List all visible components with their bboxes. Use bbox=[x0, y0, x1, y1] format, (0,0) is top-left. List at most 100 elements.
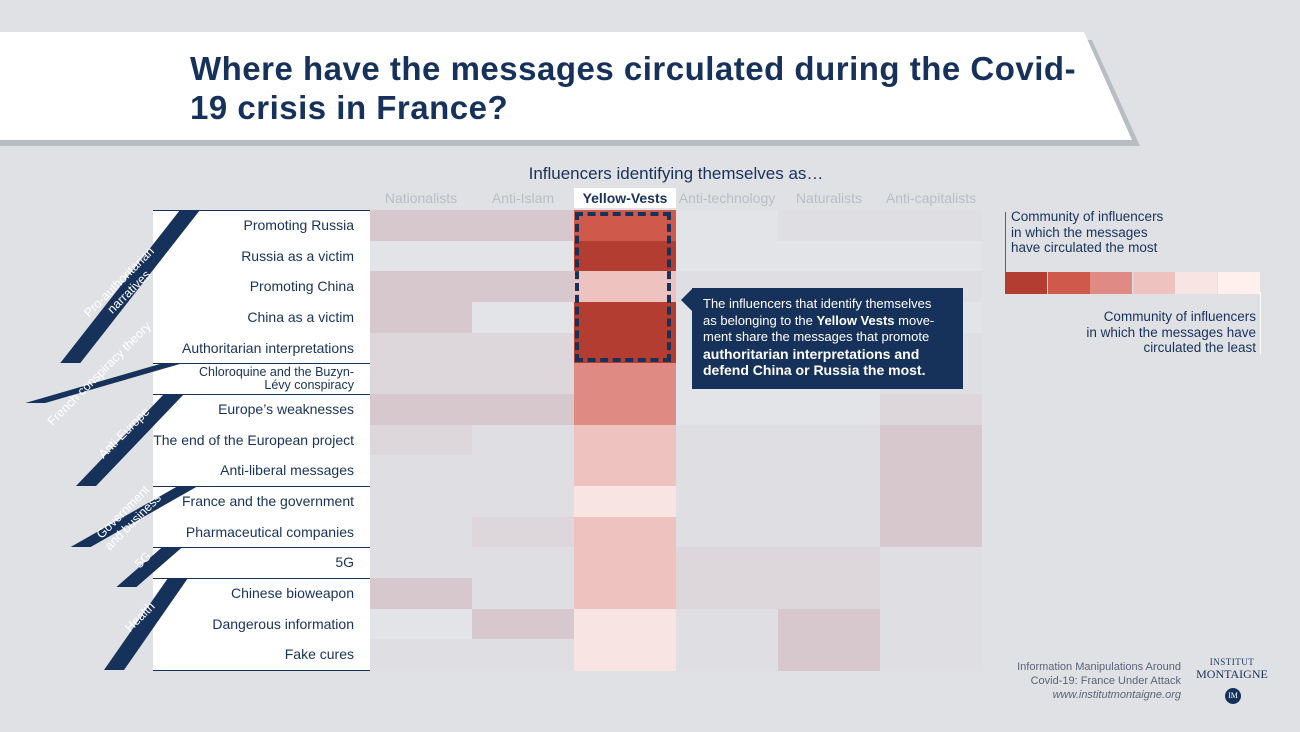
heatmap-cell bbox=[472, 240, 574, 272]
heatmap-cell bbox=[472, 332, 574, 364]
logo-line-2: MONTAIGNE bbox=[1196, 667, 1268, 681]
row-label: China as a victim bbox=[247, 309, 354, 325]
row-label: Russia as a victim bbox=[241, 247, 354, 264]
heatmap-cell bbox=[778, 455, 880, 487]
row-label: Chinese bioweapon bbox=[231, 585, 354, 602]
legend-high-line: in which the messages bbox=[1011, 224, 1148, 240]
heatmap-cell bbox=[880, 547, 982, 579]
heatmap-cell bbox=[574, 486, 676, 518]
callout-box: The influencers that identify themselves… bbox=[692, 288, 963, 389]
heatmap-cell bbox=[778, 424, 880, 456]
heatmap-cell bbox=[472, 302, 574, 334]
group-separator bbox=[153, 670, 370, 672]
row-label: Authoritarian interpretations bbox=[182, 339, 354, 356]
row-label: 5G bbox=[335, 554, 354, 571]
callout-line: defend China or Russia the most. bbox=[703, 362, 953, 379]
heatmap-cell bbox=[676, 516, 778, 548]
heatmap-cell bbox=[370, 332, 472, 364]
legend-high-label: Community of influencers in which the mes… bbox=[1011, 209, 1261, 256]
row-label: Anti-liberal messages bbox=[220, 462, 354, 479]
heatmap-cell bbox=[574, 608, 676, 640]
heatmap-cell bbox=[676, 486, 778, 518]
column-header: Anti-Islam bbox=[491, 190, 555, 206]
column-header: Naturalists bbox=[795, 190, 863, 206]
row-label: Promoting Russia bbox=[243, 217, 355, 233]
heatmap-cell bbox=[370, 578, 472, 610]
columns-title: Influencers identifying themselves as… bbox=[528, 164, 824, 183]
callout-text: ment share the messages that promote bbox=[703, 329, 930, 344]
page-title: Where have the messages circulated durin… bbox=[190, 50, 1077, 126]
legend-swatch bbox=[1132, 272, 1175, 294]
row-label: Dangerous information bbox=[212, 615, 354, 632]
heatmap-cell bbox=[880, 455, 982, 487]
heatmap-cell bbox=[880, 639, 982, 671]
heatmap-cell bbox=[676, 547, 778, 579]
legend-swatch bbox=[1175, 272, 1217, 294]
heatmap-cell bbox=[472, 516, 574, 548]
heatmap-cell bbox=[472, 639, 574, 671]
heatmap-cell bbox=[574, 302, 676, 334]
heatmap-cell bbox=[472, 608, 574, 640]
heatmap-cell bbox=[880, 424, 982, 456]
heatmap-cell bbox=[880, 486, 982, 518]
heatmap-cell bbox=[676, 240, 778, 272]
heatmap-cell bbox=[472, 363, 574, 395]
heatmap-cell bbox=[676, 578, 778, 610]
heatmap-cell bbox=[472, 394, 574, 426]
heatmap-cell bbox=[676, 639, 778, 671]
row-label: France and the government bbox=[182, 493, 354, 510]
logo-line-1: INSTITUT bbox=[1209, 657, 1255, 667]
heatmap-cell bbox=[574, 363, 676, 395]
heatmap-cell bbox=[574, 578, 676, 610]
heatmap-cell bbox=[370, 271, 472, 303]
heatmap-cell bbox=[472, 486, 574, 518]
heatmap-cell bbox=[676, 394, 778, 426]
heatmap-cell bbox=[574, 240, 676, 272]
heatmap-cell bbox=[472, 271, 574, 303]
legend-low-line: circulated the least bbox=[1143, 340, 1256, 355]
heatmap-cell bbox=[574, 455, 676, 487]
group-separator bbox=[153, 547, 370, 549]
row-label-panel bbox=[153, 210, 370, 670]
callout-pointer-icon bbox=[681, 289, 692, 311]
highlight-dashed-box bbox=[575, 212, 671, 362]
row-label: Fake cures bbox=[284, 646, 354, 663]
heatmap-cell bbox=[778, 639, 880, 671]
heatmap-cell bbox=[370, 639, 472, 671]
heatmap-cell bbox=[880, 394, 982, 426]
column-header: Yellow-Vests bbox=[574, 188, 676, 208]
group-separator bbox=[153, 486, 370, 488]
row-label: Pharmaceutical companies bbox=[185, 523, 354, 540]
legend-divider-left bbox=[1005, 212, 1006, 272]
callout-line: as belonging to the Yellow Vests move- bbox=[703, 313, 953, 330]
heatmap-cell bbox=[880, 240, 982, 272]
source-note: Information Manipulations Around Covid-1… bbox=[985, 660, 1181, 702]
legend-low-label: Community of influencers in which the mes… bbox=[1011, 309, 1256, 356]
heatmap-cell bbox=[676, 455, 778, 487]
heatmap-cell bbox=[778, 608, 880, 640]
heatmap-cell bbox=[880, 516, 982, 548]
source-line-2: Covid-19: France Under Attack bbox=[1030, 675, 1181, 687]
callout-text: move- bbox=[894, 312, 935, 328]
title-banner bbox=[0, 32, 1132, 140]
legend-high-line: have circulated the most bbox=[1011, 240, 1158, 255]
row-label: Europe’s weaknesses bbox=[218, 401, 354, 418]
heatmap-cell bbox=[574, 271, 676, 303]
heatmap-cell bbox=[574, 394, 676, 426]
callout-text: The influencers that identify themselves bbox=[703, 296, 932, 311]
heatmap-cell bbox=[880, 578, 982, 610]
heatmap-cell bbox=[370, 608, 472, 640]
heatmap-grid bbox=[370, 210, 982, 671]
column-header: Anti-capitalists bbox=[885, 190, 977, 206]
callout-text: defend China or Russia the most. bbox=[703, 362, 926, 378]
heatmap-cell bbox=[370, 210, 472, 242]
heatmap-cell bbox=[880, 608, 982, 640]
heatmap-cell bbox=[472, 547, 574, 579]
column-header: Anti-technology bbox=[678, 190, 776, 206]
heatmap-cell bbox=[574, 639, 676, 671]
heatmap-cell bbox=[676, 424, 778, 456]
institut-montaigne-logo: INSTITUT MONTAIGNE bbox=[1190, 657, 1274, 682]
heatmap-cell bbox=[472, 455, 574, 487]
heatmap-cell bbox=[574, 424, 676, 456]
group-separator bbox=[153, 578, 370, 580]
